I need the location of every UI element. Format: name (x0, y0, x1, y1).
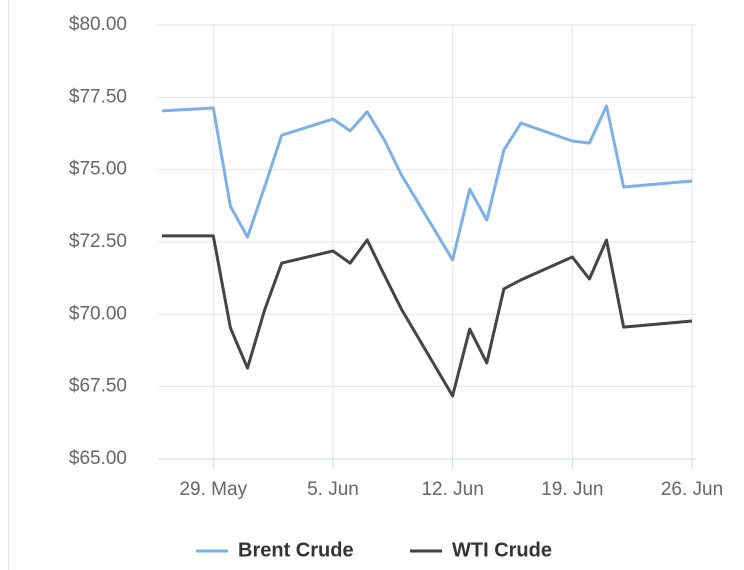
y-tick-label: $77.50 (69, 86, 127, 107)
legend-label: Brent Crude (238, 539, 354, 561)
x-tick-label: 26. Jun (661, 479, 723, 500)
x-tick-label: 19. Jun (541, 479, 603, 500)
x-tick-label: 29. May (179, 479, 247, 500)
legend-label: WTI Crude (452, 539, 552, 561)
y-tick-label: $67.50 (69, 376, 127, 397)
y-tick-label: $80.00 (69, 14, 127, 35)
x-tick-label: 12. Jun (421, 479, 483, 500)
y-tick-label: $72.50 (69, 231, 127, 252)
y-tick-label: $75.00 (69, 159, 127, 180)
y-tick-label: $70.00 (69, 303, 127, 324)
series-line (162, 234, 693, 398)
x-tick-label: 5. Jun (307, 479, 359, 500)
y-tick-label: $65.00 (69, 448, 127, 469)
series-line (161, 104, 693, 262)
